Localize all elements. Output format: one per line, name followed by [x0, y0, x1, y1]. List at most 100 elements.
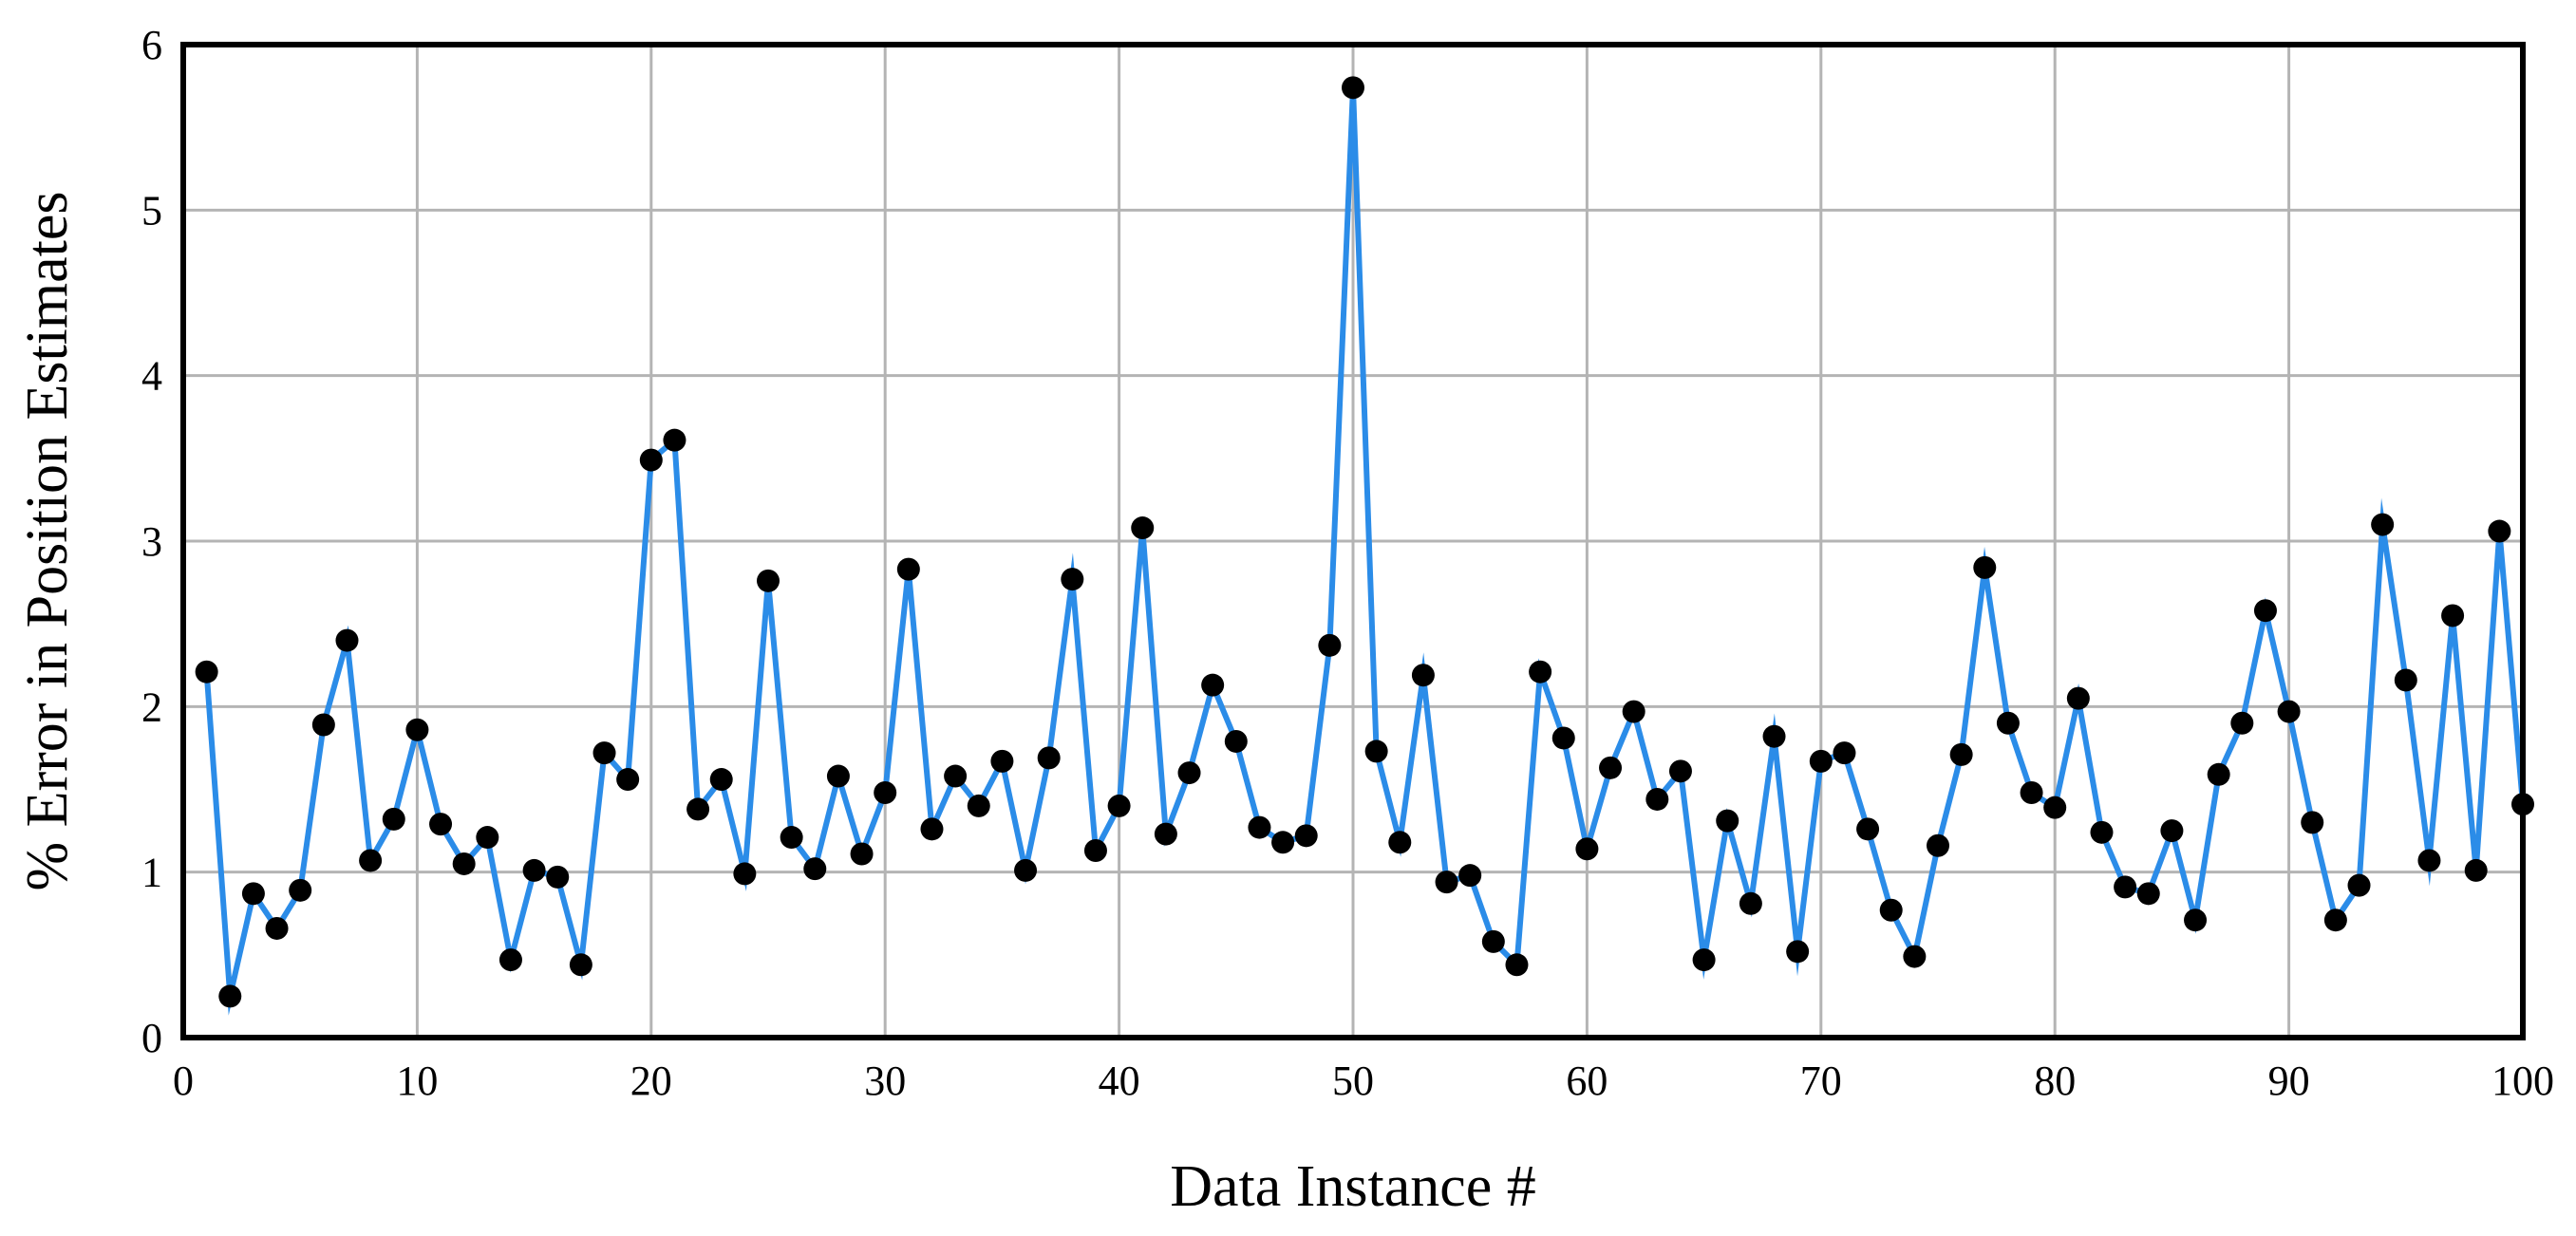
data-point [2230, 711, 2254, 735]
series-line [203, 87, 2526, 1016]
data-point [1973, 555, 1997, 579]
data-point [546, 865, 570, 889]
y-axis-title: % Error in Position Estimates [15, 191, 80, 890]
data-point [1364, 740, 1388, 763]
data-point [686, 797, 710, 821]
data-point [2184, 908, 2208, 932]
y-tick-label: 0 [141, 1015, 162, 1061]
x-tick-label: 80 [2034, 1058, 2076, 1104]
data-point [2441, 604, 2465, 627]
data-point [709, 768, 733, 792]
data-point [1529, 660, 1552, 684]
data-point [2277, 700, 2301, 723]
data-point [1786, 940, 1810, 964]
data-point [1435, 871, 1458, 894]
data-point [2253, 599, 2277, 623]
data-point [195, 660, 218, 684]
x-tick-label: 60 [1566, 1058, 1608, 1104]
data-point [1856, 817, 1880, 841]
data-point [967, 794, 990, 817]
data-point [2323, 908, 2347, 932]
data-point [241, 882, 265, 906]
data-point [616, 768, 640, 792]
data-point [2136, 882, 2160, 906]
y-tick-label: 5 [141, 187, 162, 234]
data-point [1809, 749, 1833, 773]
data-point [498, 948, 522, 972]
data-point [757, 569, 780, 592]
data-point [1879, 898, 1903, 922]
data-point [569, 953, 592, 977]
x-tick-label: 10 [396, 1058, 438, 1104]
data-point [1411, 664, 1435, 687]
data-point [2114, 875, 2137, 899]
data-point [2371, 513, 2395, 536]
data-point [452, 852, 476, 875]
data-point [335, 628, 359, 652]
data-point [2207, 762, 2230, 786]
plot-frame [180, 42, 2526, 1040]
data-point [1622, 700, 1645, 723]
y-tick-label: 6 [141, 22, 162, 68]
data-point [429, 813, 453, 836]
data-point [2464, 858, 2488, 882]
x-tick-label: 70 [1800, 1058, 1842, 1104]
data-point [2394, 668, 2417, 692]
series-layer [195, 76, 2534, 1016]
x-tick-label: 0 [173, 1058, 194, 1104]
data-point [1083, 839, 1107, 863]
data-point [359, 849, 383, 872]
data-point [265, 916, 289, 940]
data-point [896, 557, 920, 581]
data-point [944, 764, 968, 788]
data-point [874, 780, 897, 804]
data-point [639, 448, 663, 472]
data-point [1201, 673, 1225, 697]
y-tick-label: 3 [141, 518, 162, 565]
data-point [2043, 796, 2067, 819]
data-point [2090, 820, 2114, 844]
data-point [476, 826, 499, 850]
y-tick-label: 2 [141, 684, 162, 730]
data-point [850, 842, 874, 866]
y-tick-label: 4 [141, 353, 162, 400]
data-point [2347, 873, 2371, 897]
data-point [311, 713, 335, 737]
data-point [1949, 742, 1973, 766]
data-point [218, 984, 242, 1008]
data-point [1061, 568, 1084, 591]
data-point [920, 817, 944, 841]
data-point [733, 862, 757, 886]
data-point [1224, 729, 1248, 753]
data-point [382, 807, 405, 831]
data-point [2160, 819, 2184, 843]
data-point [1294, 824, 1318, 848]
data-point [1037, 746, 1061, 770]
data-point [1154, 822, 1177, 846]
data-point [1575, 837, 1599, 861]
data-point [592, 741, 616, 765]
data-point [1739, 891, 1762, 915]
data-point [2488, 519, 2511, 543]
data-point [826, 764, 850, 788]
x-tick-label: 40 [1099, 1058, 1140, 1104]
data-point [1318, 633, 1342, 657]
data-point [803, 857, 827, 881]
data-point [1131, 516, 1155, 540]
data-point [2020, 780, 2043, 804]
data-point [1248, 815, 1271, 839]
data-point [1551, 726, 1575, 750]
data-point [522, 858, 546, 882]
data-point [1762, 724, 1786, 748]
data-point [663, 428, 686, 452]
data-point [1927, 833, 1949, 857]
data-point [2066, 686, 2090, 710]
data-point [1107, 794, 1131, 817]
y-tick-label: 1 [141, 850, 162, 896]
data-point [1014, 858, 1038, 882]
data-point [1271, 831, 1295, 854]
data-point [1481, 929, 1505, 953]
x-tick-label: 20 [630, 1058, 672, 1104]
